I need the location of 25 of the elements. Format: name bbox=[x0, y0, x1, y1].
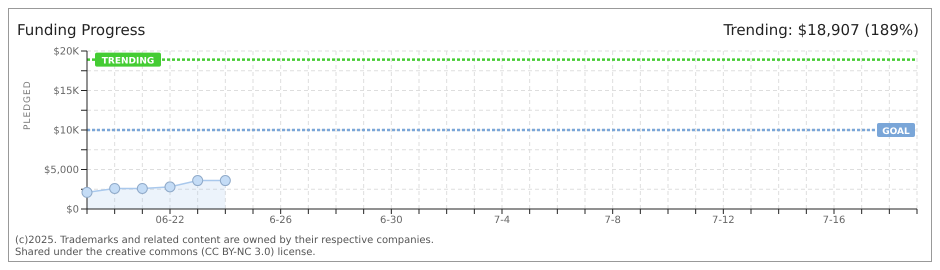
x-tick-label: 6-30 bbox=[380, 215, 403, 226]
point bbox=[109, 182, 120, 194]
point bbox=[136, 182, 148, 194]
text: Shared under the creative commons (CC BY-NC 3.0) license. bbox=[15, 247, 316, 258]
ref-line-label: TRENDING bbox=[102, 56, 154, 67]
text: (c)2025. Trademarks and related content are owned by their respective companies. bbox=[15, 235, 434, 246]
y-tick-label: $0 bbox=[66, 204, 79, 216]
x-tick-label: 7-12 bbox=[712, 215, 735, 226]
point bbox=[220, 175, 231, 186]
x-tick-label: 7-8 bbox=[604, 215, 621, 226]
x-tick-label: 6-26 bbox=[269, 215, 292, 226]
y-axis-title: PLEDGED bbox=[23, 80, 34, 130]
ref-line-label: GOAL bbox=[882, 127, 910, 137]
y-tick-label: $5,000 bbox=[44, 165, 79, 176]
point bbox=[82, 186, 92, 198]
x-tick-label: 7-16 bbox=[822, 215, 846, 226]
y-tick-label: $15K bbox=[53, 86, 80, 98]
x-tick-label: 7-4 bbox=[494, 215, 510, 226]
point bbox=[192, 175, 204, 186]
point bbox=[164, 181, 176, 192]
y-tick-label: $10K bbox=[53, 126, 80, 137]
text: Trending: $18,907 (189%) bbox=[724, 21, 919, 39]
x-tick-label: 06-22 bbox=[155, 215, 185, 226]
chart-title: Funding Progress bbox=[17, 21, 146, 39]
y-tick-label: $20K bbox=[53, 46, 80, 58]
